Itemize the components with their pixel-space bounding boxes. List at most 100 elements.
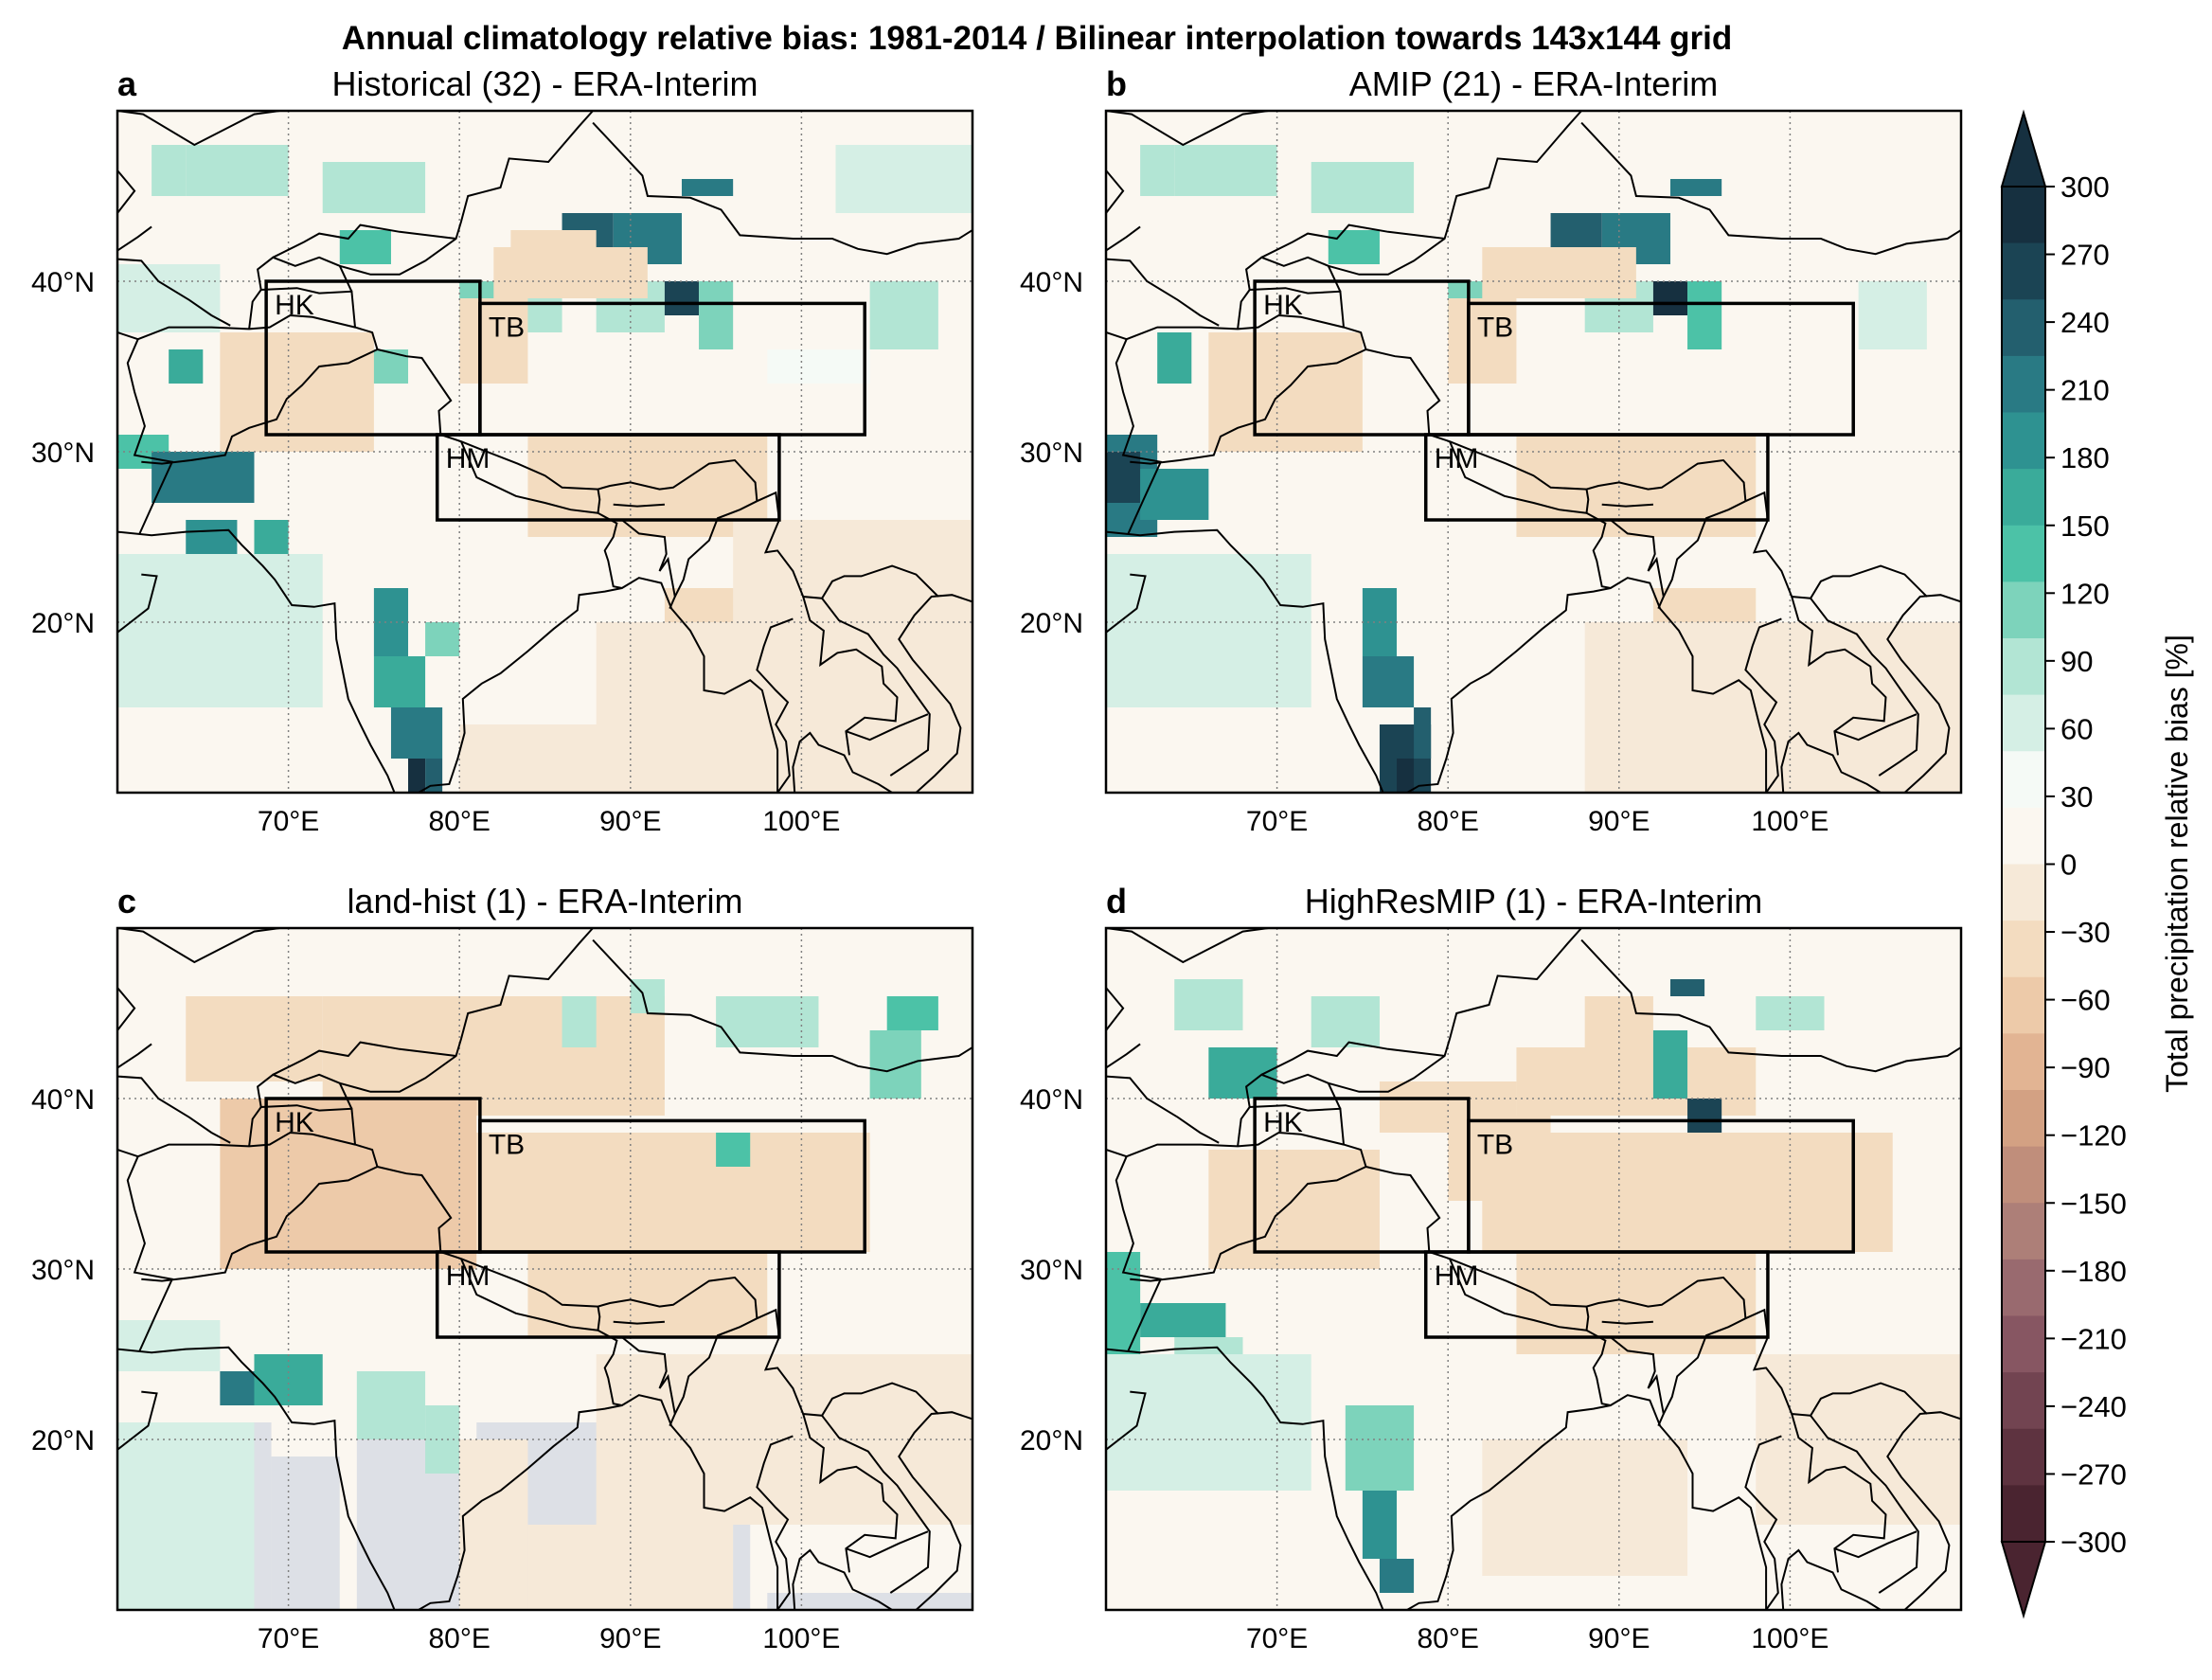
coastline <box>898 594 972 793</box>
country-border <box>1601 1320 1653 1325</box>
region-label: HM <box>446 443 491 474</box>
coastline <box>1106 170 1125 214</box>
country-border <box>1585 1306 1590 1331</box>
coastline <box>117 987 136 1031</box>
country-border <box>141 349 378 465</box>
colorbar-swatch <box>2002 1372 2045 1430</box>
colorbar-swatch <box>2002 751 2045 809</box>
bias-cell <box>716 996 819 1047</box>
bias-cell <box>562 996 597 1047</box>
panel-letter: d <box>1106 882 1127 920</box>
bias-cell <box>390 707 443 759</box>
coastline <box>1406 1394 1768 1610</box>
colorbar-swatch <box>2002 581 2045 639</box>
y-tick-label: 40°N <box>1020 267 1083 298</box>
country-border <box>598 1329 622 1406</box>
bias-cell <box>1345 1405 1415 1491</box>
colorbar-label: Total precipitation relative bias [%] <box>2160 634 2194 1093</box>
coastline <box>117 1346 396 1610</box>
bias-cell <box>1687 281 1722 349</box>
bias-cell <box>425 759 443 793</box>
bias-cell <box>869 1030 921 1099</box>
country-border <box>1106 258 1220 327</box>
bias-cell <box>1157 332 1192 384</box>
bias-cell <box>459 724 665 793</box>
colorbar-tick-label: 120 <box>2060 577 2110 610</box>
panel-title: HighResMIP (1) - ERA-Interim <box>1305 882 1762 920</box>
panel-title: Historical (32) - ERA-Interim <box>331 64 758 103</box>
country-border <box>756 1435 794 1610</box>
bias-cell <box>733 520 972 622</box>
map-frame <box>116 109 974 795</box>
country-border <box>802 1413 899 1573</box>
bias-cell <box>1106 1252 1141 1354</box>
bias-cell <box>322 996 665 1116</box>
bias-cell <box>408 759 426 793</box>
region-box-hm <box>1423 433 1770 522</box>
panel-letter: c <box>117 882 136 920</box>
colorbar-tick-label: 240 <box>2060 306 2110 339</box>
bias-cell <box>117 554 323 707</box>
x-tick-label: 80°E <box>429 1623 491 1654</box>
bias-cell <box>1174 145 1277 196</box>
bias-cell <box>1397 759 1415 793</box>
x-tick-label: 90°E <box>599 806 661 837</box>
coastline <box>418 1394 779 1610</box>
country-border <box>1834 1530 1918 1559</box>
country-border <box>1449 1258 1587 1331</box>
map-frame <box>116 926 974 1612</box>
coastline <box>1106 225 1141 252</box>
bias-cell <box>1208 1150 1380 1269</box>
region-box-hm <box>1423 1250 1770 1339</box>
region-label: TB <box>1477 312 1513 343</box>
country-border <box>673 500 758 598</box>
y-tick-label: 40°N <box>1020 1084 1083 1116</box>
bias-cell <box>322 162 426 213</box>
coastline <box>117 528 396 793</box>
bias-cell <box>1362 1491 1398 1559</box>
country-border <box>460 1258 598 1331</box>
x-tick-label: 80°E <box>1418 1623 1479 1654</box>
bias-cell <box>699 281 734 349</box>
country-border <box>1580 938 1961 1073</box>
country-border <box>1328 928 1582 1093</box>
colorbar: 3002702402101801501209060300−30−60−90−12… <box>2000 109 2194 1619</box>
map-panel-d: HK TB HM 70°E 80°E 90°E 100°E 40°N 30°N 20°N d High… <box>1020 882 1963 1654</box>
map-frame <box>1104 926 1963 1612</box>
bias-cell <box>716 1133 751 1167</box>
colorbar-tick-label: −180 <box>2060 1255 2127 1288</box>
country-border <box>846 713 929 742</box>
country-border <box>802 596 899 756</box>
bias-cell <box>220 1099 477 1269</box>
colorbar-tick-label: 180 <box>2060 441 2110 474</box>
map-panel-a: HK TB HM 70°E 80°E 90°E 100°E 40°N 30°N 20°N a Hist… <box>31 64 974 837</box>
bias-cell <box>1362 656 1415 707</box>
colorbar-extend-min <box>2000 1541 2047 1619</box>
y-tick-label: 40°N <box>31 267 95 298</box>
bias-cell <box>186 996 323 1081</box>
country-border <box>1662 1317 1746 1415</box>
colorbar-tick-label: −210 <box>2060 1322 2127 1355</box>
coastline <box>1106 528 1384 793</box>
coastline <box>117 1043 152 1069</box>
coastline <box>117 170 136 214</box>
bias-cell <box>1140 1303 1226 1337</box>
bias-cell <box>1858 281 1927 349</box>
colorbar-swatch <box>2002 864 2045 921</box>
coastline <box>1106 1346 1384 1610</box>
country-border <box>821 598 931 777</box>
y-tick-label: 40°N <box>31 1084 95 1116</box>
country-border <box>1115 1131 1367 1351</box>
bias-cell <box>1482 1133 1893 1252</box>
bias-cell <box>152 145 187 196</box>
region-label: HK <box>1263 1107 1303 1138</box>
bias-cell <box>1482 1439 1688 1576</box>
x-tick-label: 100°E <box>1751 1623 1828 1654</box>
coastline <box>898 1411 972 1610</box>
y-tick-label: 20°N <box>1020 608 1083 639</box>
coastline <box>1886 1411 1961 1610</box>
figure-title: Annual climatology relative bias: 1981-2… <box>342 20 1733 57</box>
country-border <box>141 1166 378 1282</box>
country-border <box>1601 503 1653 508</box>
